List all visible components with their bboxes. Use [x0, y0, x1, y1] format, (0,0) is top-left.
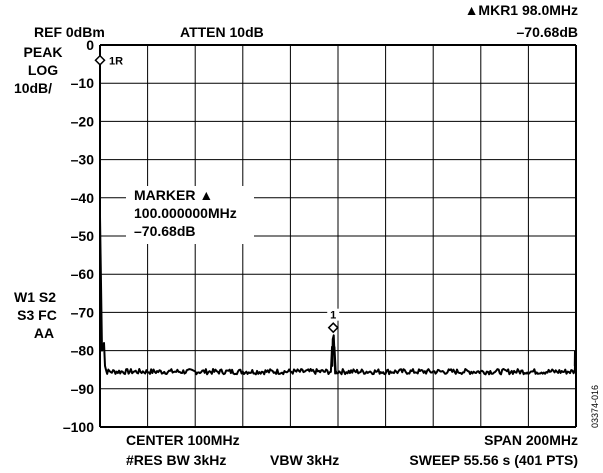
scale-per-div-label: 10dB/ [14, 80, 52, 96]
marker-readout-freq: ▲MKR1 98.0MHz [465, 2, 578, 18]
plot-grid [99, 44, 577, 428]
marker-label-bg [108, 54, 126, 67]
y-tick-label: –50 [71, 228, 95, 244]
figure-id: 03374-016 [590, 385, 600, 428]
marker-box-frequency: 100.000000MHz [134, 205, 237, 221]
y-tick-label: –80 [71, 343, 95, 359]
y-tick-label: –90 [71, 381, 95, 397]
detector-mode-label: PEAK [24, 44, 63, 60]
y-tick-label: –60 [71, 266, 95, 282]
y-tick-label: –20 [71, 113, 95, 129]
marker-diamond [94, 54, 106, 66]
attenuation-label: ATTEN 10dB [180, 24, 264, 40]
y-tick-label: –100 [63, 419, 94, 435]
y-tick-labels: 0 –10 –20 –30 –40 –50 –60 –70 –80 –90 –100 [63, 37, 94, 435]
ref-level-label: REF 0dBm [34, 24, 105, 40]
trace-settings-line1: W1 S2 [14, 289, 56, 305]
sweep-time-label: SWEEP 55.56 s (401 PTS) [409, 452, 578, 468]
marker-label: 1 [330, 310, 336, 322]
trace-settings-line3: AA [34, 325, 54, 341]
y-tick-label: –10 [71, 75, 95, 91]
y-tick-label: 0 [86, 37, 94, 53]
center-frequency-label: CENTER 100MHz [126, 432, 240, 448]
marker-1R: 1R [94, 54, 126, 67]
marker-glyphs: 1R 1 [94, 54, 340, 334]
marker-box-level: –70.68dB [134, 223, 195, 239]
scale-type-label: LOG [28, 62, 58, 78]
marker-readout-level: –70.68dB [517, 24, 578, 40]
marker-label: 1R [109, 55, 123, 67]
marker-annotation-box: MARKER ▲ 100.000000MHz –70.68dB [126, 186, 254, 244]
trace-settings-line2: S3 FC [17, 307, 57, 323]
spectrum-trace [99, 48, 577, 376]
video-bandwidth-label: VBW 3kHz [270, 452, 339, 468]
marker-box-title: MARKER ▲ [134, 187, 213, 203]
span-label: SPAN 200MHz [484, 432, 578, 448]
marker-1: 1 [327, 308, 340, 334]
resolution-bandwidth-label: #RES BW 3kHz [126, 452, 226, 468]
y-tick-label: –30 [71, 152, 95, 168]
y-tick-label: –40 [71, 190, 95, 206]
marker-label-bg [327, 308, 340, 321]
marker-diamond [327, 322, 339, 334]
y-tick-label: –70 [71, 304, 95, 320]
